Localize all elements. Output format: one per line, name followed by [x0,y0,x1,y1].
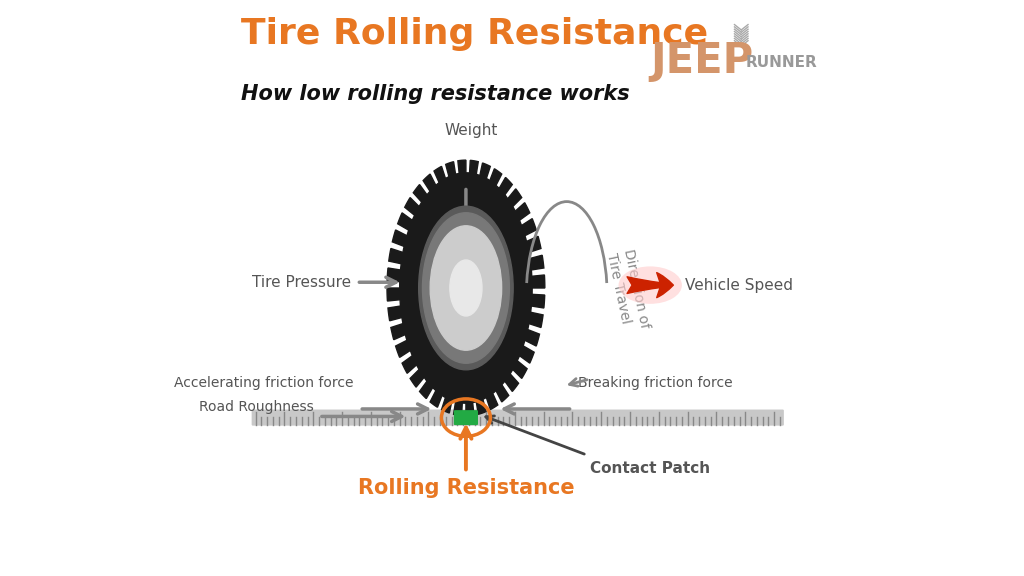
Polygon shape [441,397,452,413]
Polygon shape [531,294,545,308]
Polygon shape [414,184,427,202]
Polygon shape [391,324,406,340]
Polygon shape [496,385,509,402]
Ellipse shape [618,266,682,304]
Polygon shape [521,219,537,236]
Text: JEEP: JEEP [650,40,754,82]
Polygon shape [476,399,486,414]
Polygon shape [530,255,544,270]
FancyArrowPatch shape [627,272,674,298]
Polygon shape [430,391,442,407]
Polygon shape [402,356,417,373]
Polygon shape [423,174,436,191]
Ellipse shape [430,226,502,350]
Ellipse shape [419,206,513,370]
Text: Vehicle Speed: Vehicle Speed [685,278,793,293]
Text: Tire Rolling Resistance: Tire Rolling Resistance [242,17,709,51]
Text: Tire Pressure: Tire Pressure [252,275,350,290]
Polygon shape [529,312,543,328]
Ellipse shape [399,173,532,403]
Text: Road Roughness: Road Roughness [199,400,313,414]
Polygon shape [434,166,445,183]
Polygon shape [420,381,433,399]
Polygon shape [387,288,400,301]
Polygon shape [387,268,400,282]
Polygon shape [525,329,540,346]
Text: Accelerating friction force: Accelerating friction force [174,376,353,390]
Polygon shape [466,403,474,416]
Polygon shape [458,160,466,173]
Polygon shape [397,213,413,230]
Ellipse shape [450,260,482,316]
Polygon shape [395,340,411,357]
Polygon shape [489,169,502,185]
Text: RUNNER: RUNNER [745,55,817,70]
Text: Direction of
Tire Travel: Direction of Tire Travel [604,248,651,334]
Text: Rolling Resistance: Rolling Resistance [357,478,574,498]
FancyBboxPatch shape [252,410,784,426]
Polygon shape [515,203,529,220]
Polygon shape [519,346,535,363]
Polygon shape [392,230,407,247]
Text: Weight: Weight [445,123,499,138]
Polygon shape [404,198,419,215]
Polygon shape [454,402,462,416]
Polygon shape [526,236,541,252]
Ellipse shape [423,213,509,363]
Polygon shape [508,189,521,207]
Polygon shape [513,361,527,378]
FancyBboxPatch shape [454,410,478,425]
Polygon shape [505,374,518,392]
Text: Breaking friction force: Breaking friction force [579,376,733,390]
Polygon shape [388,306,401,321]
Polygon shape [480,163,490,179]
Polygon shape [389,248,402,264]
Text: Contact Patch: Contact Patch [590,461,710,476]
Polygon shape [411,369,424,387]
Polygon shape [445,162,456,177]
Polygon shape [486,393,498,410]
Polygon shape [470,160,478,174]
Text: How low rolling resistance works: How low rolling resistance works [242,84,630,104]
Polygon shape [531,275,545,288]
Polygon shape [499,177,512,195]
